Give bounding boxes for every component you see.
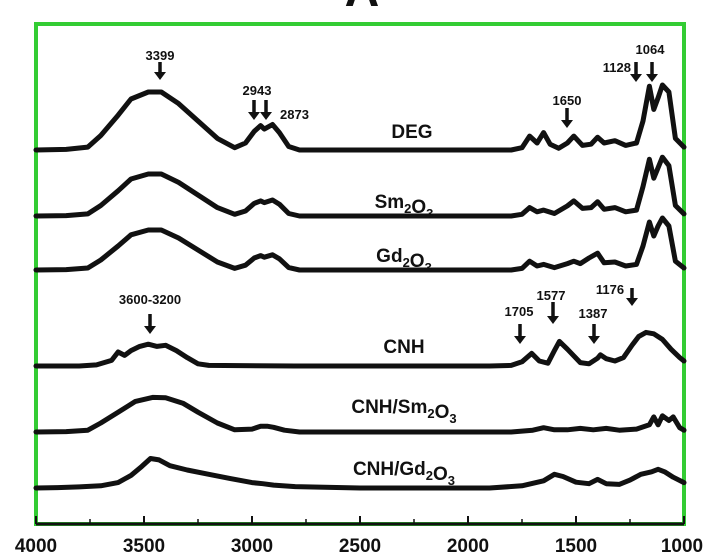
peak-arrow-head bbox=[248, 112, 260, 120]
peak-annotation-label: 3399 bbox=[146, 48, 175, 63]
peak-arrow-head bbox=[514, 336, 526, 344]
x-tick-label: 1000 bbox=[661, 536, 703, 556]
peak-annotation-label: 1650 bbox=[553, 93, 582, 108]
panel-label: A bbox=[345, 0, 380, 17]
peak-arrow-head bbox=[630, 74, 642, 82]
peak-annotation-label: 2943 bbox=[243, 83, 272, 98]
x-tick-label: 3500 bbox=[123, 536, 165, 556]
spectrum-line-cnh-sm2o3 bbox=[33, 394, 687, 435]
spectrum-line-sm2o3 bbox=[33, 154, 687, 219]
series-label: CNH bbox=[383, 337, 424, 358]
spectrum-line-gd2o3 bbox=[33, 215, 687, 273]
peak-annotation-label: 1064 bbox=[636, 42, 666, 57]
peak-arrow-head bbox=[260, 112, 272, 120]
peak-arrow-head bbox=[144, 326, 156, 334]
peak-arrow-head bbox=[646, 74, 658, 82]
peak-arrow-head bbox=[626, 298, 638, 306]
series-label: CNH/Gd2O3 bbox=[353, 459, 455, 488]
x-tick-label: 2500 bbox=[339, 536, 381, 556]
series-label: DEG bbox=[391, 122, 432, 143]
peak-arrow-head bbox=[561, 120, 573, 128]
x-tick-label: 3000 bbox=[231, 536, 273, 556]
series-label-layer: DEG Sm2O3 Gd2O3 CNH CNH/Sm2O3 CNH/Gd2O3 bbox=[351, 122, 456, 488]
spectrum-line-cnh-gd2o3 bbox=[33, 456, 687, 491]
x-tick-label: 2000 bbox=[447, 536, 489, 556]
series-label: Gd2O3 bbox=[376, 246, 432, 275]
spectrum-line-cnh bbox=[33, 329, 687, 369]
series-label: Sm2O3 bbox=[375, 192, 434, 221]
peak-arrow-head bbox=[547, 316, 559, 324]
peak-arrow-head bbox=[588, 336, 600, 344]
peak-annotation-label: 2873 bbox=[280, 107, 309, 122]
peak-arrow-head bbox=[154, 72, 166, 80]
spectrum-line-deg bbox=[33, 82, 687, 153]
annotation-layer: 3399 2943 2873 1650 1128 1064 3600-3200 1705157… bbox=[119, 42, 665, 344]
peak-annotation-label: 3600-3200 bbox=[119, 292, 181, 307]
peak-annotation-label: 1128 bbox=[603, 60, 631, 75]
series-layer bbox=[33, 82, 687, 491]
x-axis: 4000 3500 3000 2500 2000 1500 1000 bbox=[15, 516, 703, 556]
x-tick-label: 4000 bbox=[15, 536, 57, 556]
x-tick-label: 1500 bbox=[555, 536, 597, 556]
peak-annotation-label: 1176 bbox=[596, 282, 624, 297]
series-label: CNH/Sm2O3 bbox=[351, 397, 456, 426]
peak-annotation-label: 1705 bbox=[505, 304, 534, 319]
peak-annotation-label: 1387 bbox=[579, 306, 608, 321]
peak-annotation-label: 1577 bbox=[537, 288, 566, 303]
